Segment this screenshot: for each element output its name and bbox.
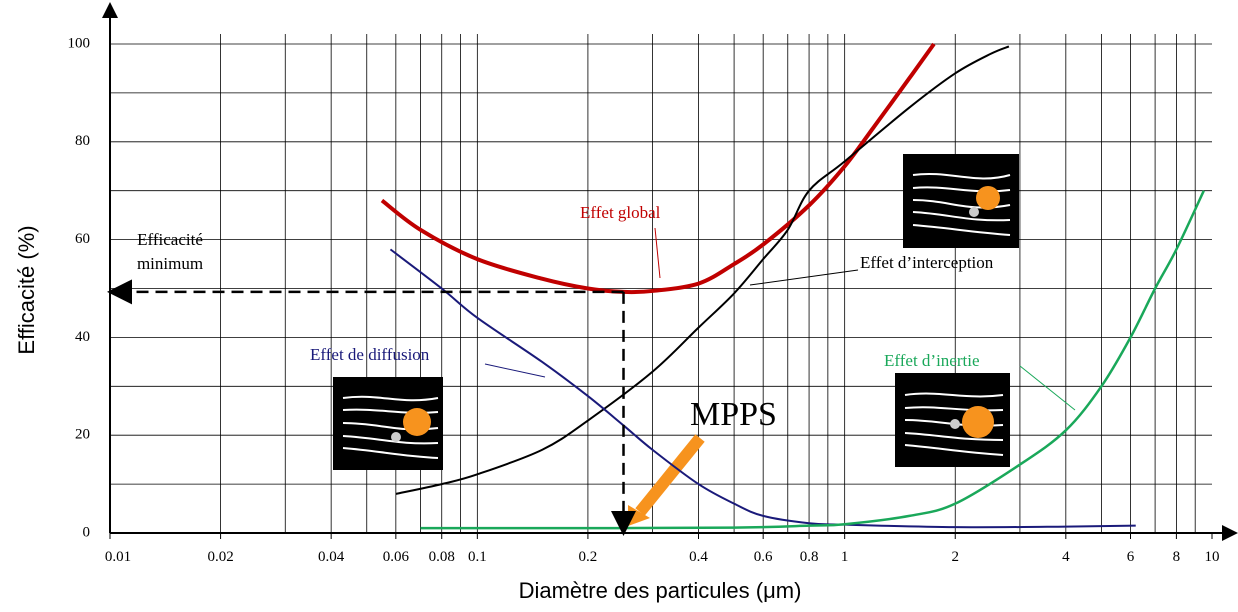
annotation: Efficacité minimum [136,230,204,273]
x-tick-label: 0.1 [468,549,487,565]
leader-line [1019,365,1076,411]
icon [333,377,443,470]
x-axis-title: Diamètre des particules (μm) [519,578,802,603]
series-label: Effet d’interception [860,253,994,272]
x-tick-label: 0.4 [689,549,708,565]
y-tick-label: 40 [75,329,90,345]
line-series [395,45,1010,495]
x-tick-label: 6 [1127,549,1135,565]
y-tick-label: 20 [75,427,90,443]
x-tick-label: 0.06 [383,549,410,565]
line-series [389,248,1136,529]
x-tick-label: 4 [1062,549,1070,565]
x-tick-label: 1 [841,549,849,565]
annotation-box: Efficacité minimum [136,230,204,273]
x-tick-label: 0.8 [800,549,819,565]
series-label: Effet de diffusion [310,345,430,364]
y-tick-label: 0 [83,524,91,540]
x-tick-label: 0.08 [429,549,455,565]
leader-line [654,227,661,279]
y-tick-label: 80 [75,133,90,149]
y-axis-title: Efficacité (%) [14,225,39,354]
line-series [380,42,936,295]
line-series [420,190,1205,530]
x-tick-label: 0.01 [105,549,131,565]
leader-line [749,269,859,286]
x-tick-label: 0.02 [207,549,233,565]
leader-line [484,363,546,378]
x-tick-label: 10 [1205,549,1220,565]
icon [903,154,1019,248]
icon [895,373,1010,467]
annotation: MPPS [690,396,777,433]
x-tick-label: 8 [1173,549,1181,565]
series-label: Effet global [580,203,661,222]
x-tick-label: 0.2 [579,549,598,565]
series-label: Effet d’inertie [884,351,980,370]
x-tick-label: 0.04 [318,549,345,565]
x-tick-label: 0.6 [754,549,773,565]
y-tick-label: 100 [68,35,91,51]
x-tick-label: 2 [951,549,959,565]
y-tick-label: 60 [75,231,90,247]
